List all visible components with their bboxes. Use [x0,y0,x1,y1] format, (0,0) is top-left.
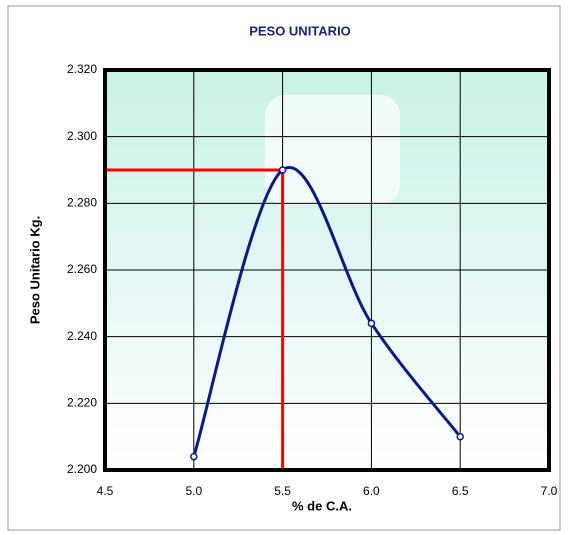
plot-border [103,68,551,472]
point [367,319,376,328]
point [278,166,287,174]
y-tick-label: 2.240 [67,329,97,343]
y-axis-label: Peso Unitario Kg. [27,216,42,324]
y-tick-label: 2.220 [67,396,97,410]
x-tick-label: 6.0 [363,484,380,498]
x-axis-label: % de C.A. [292,498,352,513]
series-line [192,166,462,458]
y-tick-label: 2.200 [67,462,97,476]
y-tick-label: 2.280 [67,196,97,210]
x-tick-label: 5.5 [274,484,291,498]
watermark [265,95,400,205]
x-tick-label: 5.0 [185,484,202,498]
y-tick-label: 2.260 [67,262,97,276]
x-tick-label: 7.0 [541,484,558,498]
y-tick-label: 2.300 [67,129,97,143]
chart-title: PESO UNITARIO [249,23,351,38]
point [190,452,198,461]
x-tick-label: 6.5 [452,484,469,498]
frame [7,5,561,531]
x-tick-label: 4.5 [97,484,114,498]
y-tick-label: 2.320 [67,62,97,76]
point [456,432,464,441]
